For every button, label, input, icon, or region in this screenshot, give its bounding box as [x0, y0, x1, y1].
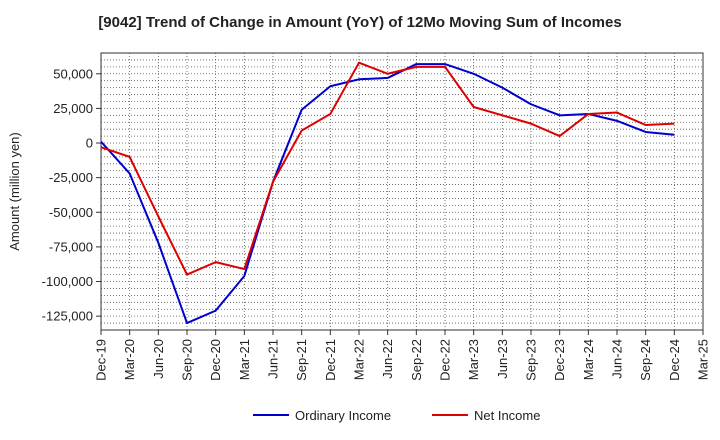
y-tick-label: 50,000: [53, 66, 93, 81]
x-tick-label: Dec-19: [94, 339, 109, 381]
x-tick-label: Mar-20: [122, 339, 137, 380]
x-tick-label: Sep-20: [180, 339, 195, 381]
x-tick-label: Jun-22: [380, 339, 395, 379]
y-tick-label: -75,000: [49, 239, 93, 254]
x-tick-label: Sep-23: [524, 339, 539, 381]
x-tick-label: Mar-21: [237, 339, 252, 380]
x-tick-label: Dec-22: [438, 339, 453, 381]
x-tick-label: Jun-24: [610, 339, 625, 379]
chart-title: [9042] Trend of Change in Amount (YoY) o…: [98, 14, 622, 31]
x-tick-label: Dec-23: [552, 339, 567, 381]
x-tick-label: Sep-21: [294, 339, 309, 381]
plot-frame: [100, 52, 704, 331]
y-tick-label: 25,000: [53, 101, 93, 116]
x-tick-label: Jun-21: [266, 339, 281, 379]
x-tick-label: Sep-22: [409, 339, 424, 381]
y-tick-label: 0: [86, 136, 93, 151]
x-tick-label: Jun-20: [151, 339, 166, 379]
x-tick-label: Dec-21: [323, 339, 338, 381]
x-tick-label: Dec-20: [208, 339, 223, 381]
x-tick-label: Mar-25: [696, 339, 711, 380]
x-tick-label: Dec-24: [667, 339, 682, 381]
x-tick-label: Mar-24: [581, 339, 596, 380]
y-tick-label: -50,000: [49, 205, 93, 220]
legend-label: Ordinary Income: [295, 408, 391, 423]
y-tick-label: -125,000: [42, 309, 93, 324]
legend-label: Net Income: [474, 408, 540, 423]
y-tick-label: -25,000: [49, 170, 93, 185]
y-axis-label: Amount (million yen): [7, 132, 22, 251]
x-tick-label: Jun-23: [495, 339, 510, 379]
series-line-ordinary-income: [100, 63, 675, 325]
x-tick-label: Mar-23: [466, 339, 481, 380]
x-tick-label: Sep-24: [638, 339, 653, 381]
series-line-net-income: [100, 61, 675, 276]
y-tick-label: -100,000: [42, 274, 93, 289]
x-tick-label: Mar-22: [352, 339, 367, 380]
